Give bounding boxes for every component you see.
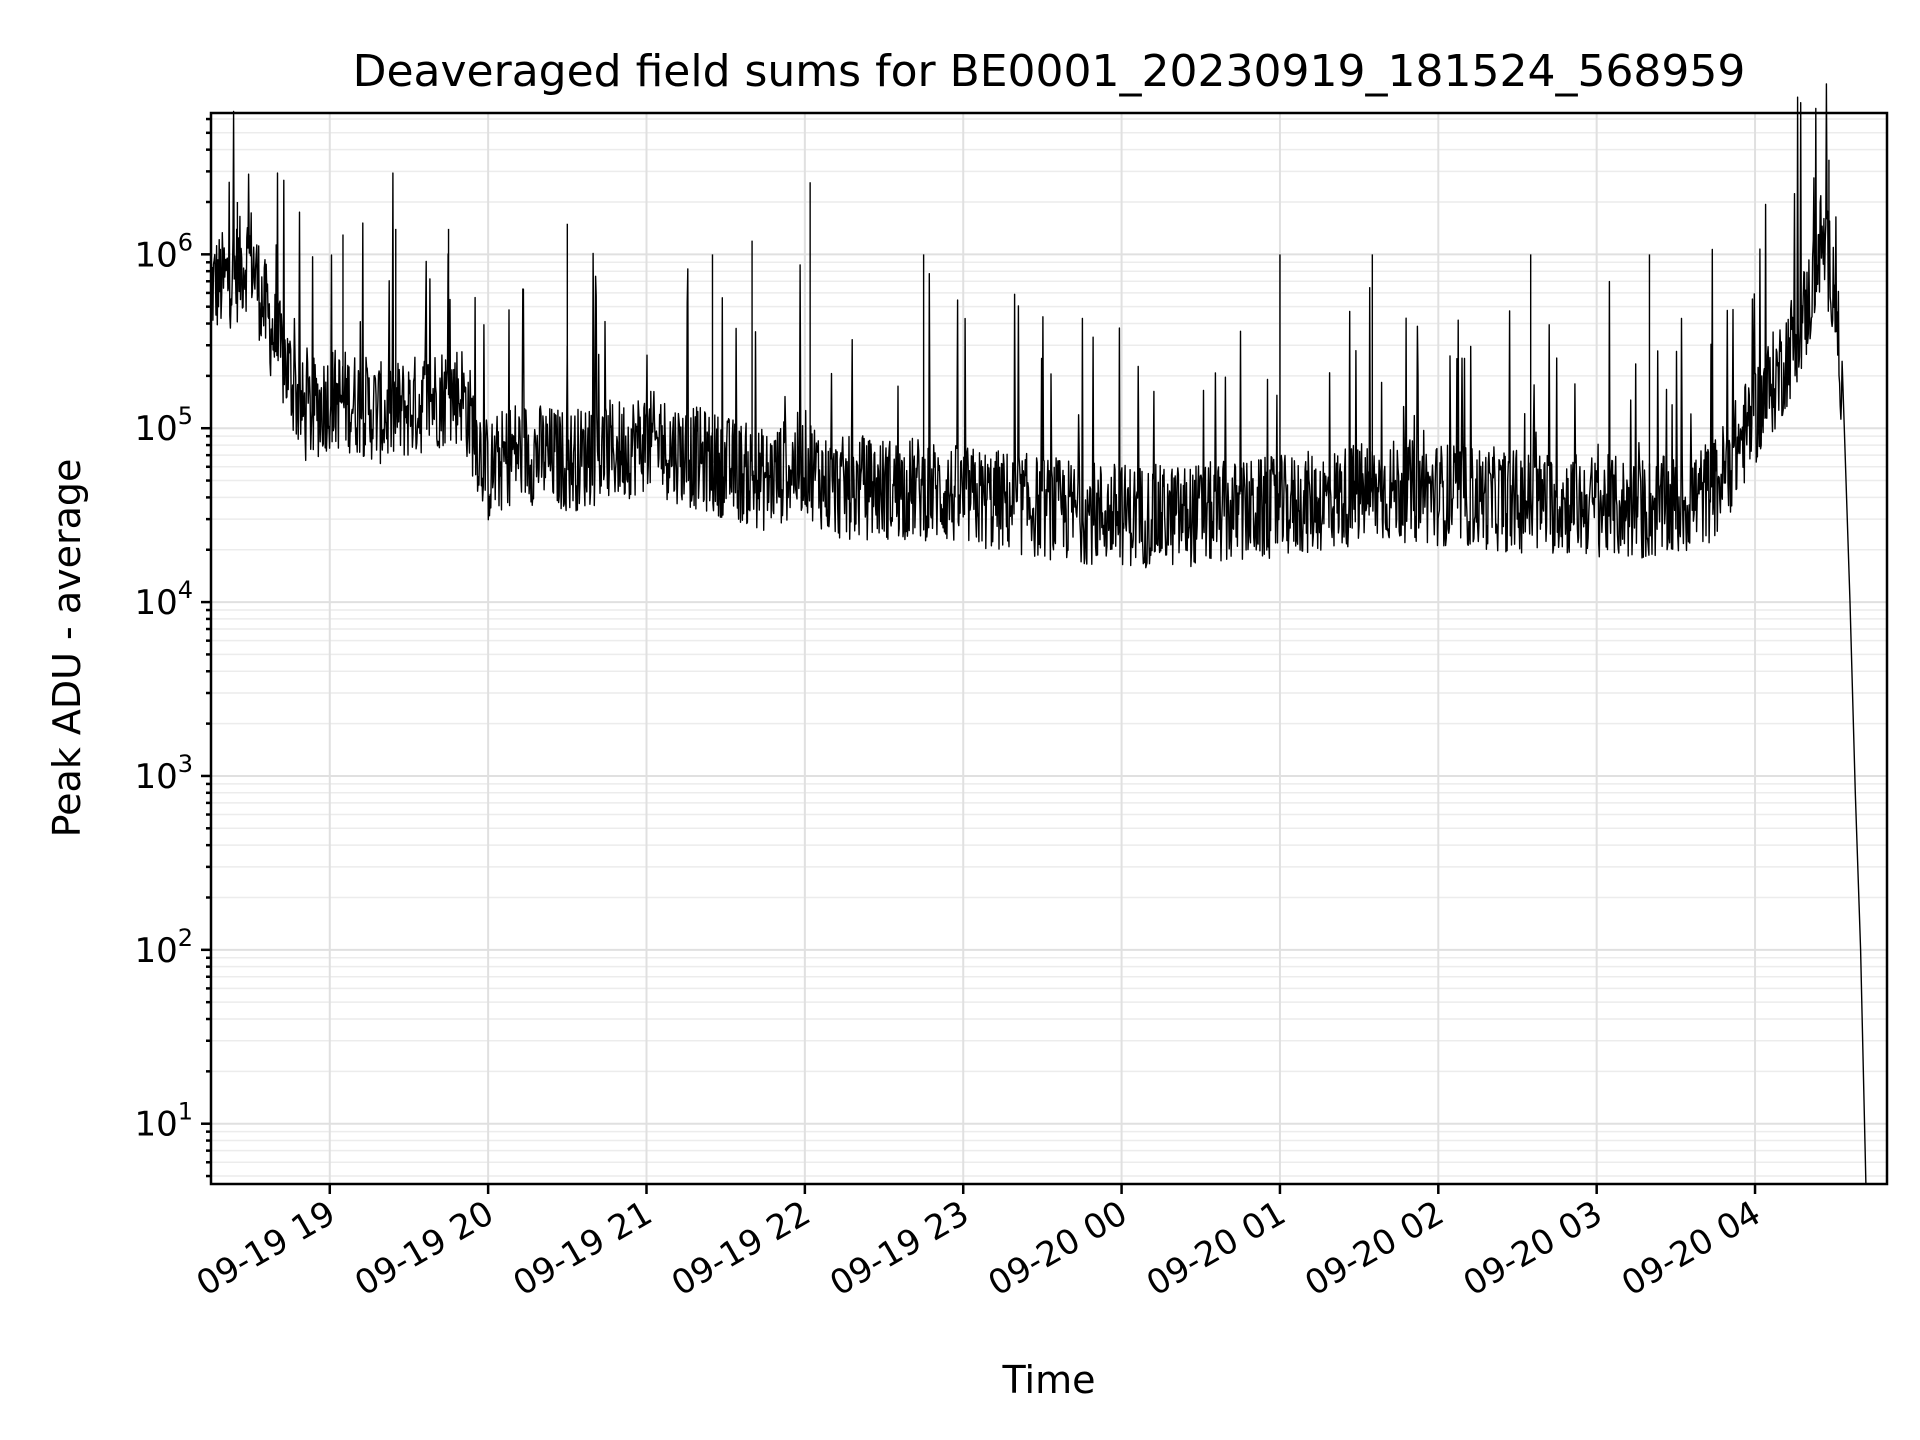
plot-area [209, 83, 1889, 1186]
plot-frame [209, 111, 1889, 1186]
y-tick-label: 104 [134, 576, 193, 623]
x-tick-label: 09-19 22 [665, 1193, 817, 1304]
series-line [210, 83, 1867, 1185]
x-tick-label: 09-20 00 [982, 1193, 1134, 1304]
x-tick-label: 09-20 04 [1615, 1193, 1767, 1304]
x-tick-label: 09-19 21 [507, 1193, 659, 1304]
x-axis-label: Time [1002, 1358, 1096, 1402]
y-tick-label: 101 [134, 1098, 193, 1145]
y-tick-label: 105 [134, 402, 193, 449]
y-axis: 101 102 103 104 105 106 [134, 117, 211, 1178]
x-tick-label: 09-20 03 [1457, 1193, 1609, 1304]
y-tick-label: 102 [134, 924, 193, 971]
y-tick-label: 106 [134, 228, 193, 275]
grid [211, 113, 1887, 1184]
y-tick-label: 103 [134, 750, 193, 797]
series-group [210, 83, 1867, 1185]
x-axis: 09-19 19 09-19 20 09-19 21 09-19 22 09-19 23… [190, 1184, 1768, 1304]
y-axis-label: Peak ADU - average [45, 459, 89, 838]
x-tick-label: 09-20 02 [1298, 1193, 1450, 1304]
chart-title: Deaveraged field sums for BE0001_2023091… [353, 46, 1746, 97]
x-tick-label: 09-19 20 [348, 1193, 500, 1304]
x-tick-label: 09-19 19 [190, 1193, 342, 1304]
x-tick-label: 09-20 01 [1140, 1193, 1292, 1304]
x-tick-label: 09-19 23 [823, 1193, 975, 1304]
